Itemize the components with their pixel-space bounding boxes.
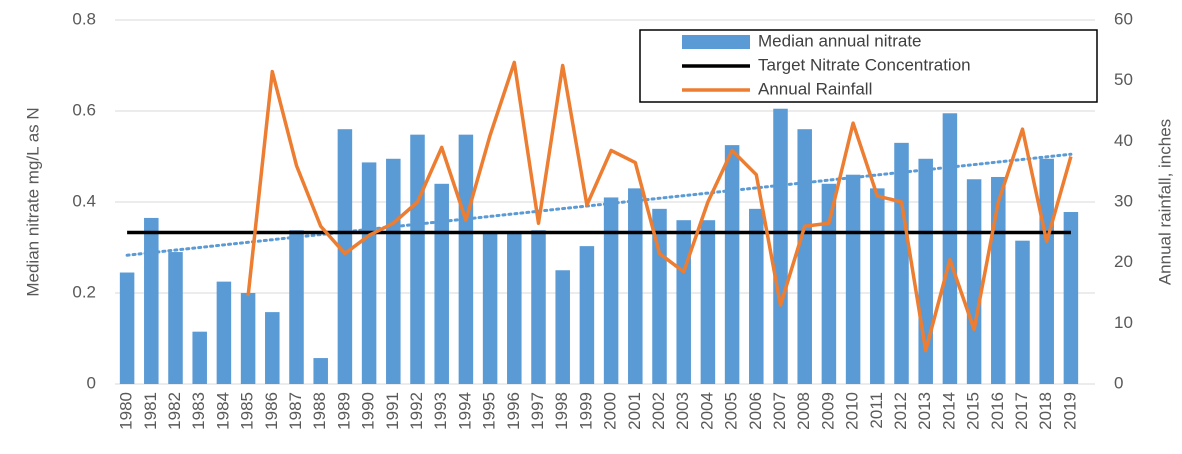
x-tick-label: 1989 [334,392,353,430]
y-tick-label: 0.2 [72,282,96,301]
bar [797,129,812,384]
y2-tick-label: 30 [1114,191,1133,210]
x-tick-label: 2013 [915,392,934,430]
bar [458,134,474,384]
x-tick-label: 2009 [818,392,837,430]
x-tick-label: 1993 [431,392,450,430]
bar [482,233,498,384]
x-tick-label: 1994 [455,392,474,430]
x-tick-label: 1988 [310,392,329,430]
bar [1039,158,1054,384]
legend-label: Median annual nitrate [758,31,922,50]
x-tick-label: 1995 [480,392,499,430]
y2-axis-title: Annual rainfall, inches [1155,119,1174,285]
bar [724,145,740,384]
x-tick-label: 2012 [891,392,910,430]
x-tick-label: 2007 [770,392,789,430]
x-tick-label: 2008 [794,392,813,430]
bar [1063,212,1079,384]
legend-label: Annual Rainfall [758,79,872,98]
bar [119,272,135,384]
y-tick-label: 0 [87,373,96,392]
bar [966,179,982,384]
x-tick-label: 2000 [601,392,620,430]
x-tick-label: 2006 [746,392,765,430]
bar [313,358,328,384]
bar [361,162,377,384]
x-tick-label: 2003 [673,392,692,430]
bar [289,230,304,384]
bar [192,331,207,384]
bar [1015,240,1030,384]
x-tick-label: 1999 [576,392,595,430]
bar [386,158,401,384]
bar [749,208,764,384]
y2-tick-label: 60 [1114,9,1133,28]
bar [555,270,570,384]
x-tick-label: 2011 [867,392,886,429]
y2-tick-label: 10 [1114,313,1133,332]
bar [168,252,183,384]
bar [410,134,425,384]
x-tick-label: 1980 [117,392,136,430]
y2-tick-label: 0 [1114,373,1123,392]
y-tick-label: 0.4 [72,191,96,210]
x-tick-label: 2015 [964,392,983,430]
bar [240,293,256,384]
x-tick-label: 1983 [189,392,208,430]
y2-tick-label: 40 [1114,131,1133,150]
bar [652,208,667,384]
x-tick-label: 2005 [722,392,741,430]
legend-label: Target Nitrate Concentration [758,55,971,74]
bar [216,281,232,384]
x-tick-label: 1997 [528,392,547,430]
bar [337,129,353,384]
x-tick-label: 1998 [552,392,571,430]
legend-swatch [682,35,750,49]
x-tick-label: 2016 [988,392,1007,430]
bar [894,142,909,384]
y-tick-label: 0.6 [72,100,96,119]
bar [531,230,546,384]
x-tick-label: 1984 [213,392,232,430]
x-tick-label: 1981 [141,392,160,430]
x-tick-label: 1996 [504,392,523,430]
x-tick-label: 2017 [1012,392,1031,430]
bar [434,183,449,384]
bar [845,174,861,384]
bar [144,217,159,384]
line-series [246,60,1073,353]
x-tick-label: 1990 [359,392,378,430]
bar [942,113,958,385]
y2-tick-label: 50 [1114,70,1133,89]
x-tick-label: 2014 [939,392,958,430]
y2-tick-label: 20 [1114,252,1133,271]
x-tick-label: 1982 [165,392,184,430]
x-tick-label: 1986 [262,392,281,430]
bar [507,233,522,384]
bar [773,108,788,384]
x-tick-label: 2001 [625,392,644,430]
bar [579,246,595,384]
bar [603,197,619,384]
x-tick-label: 2010 [843,392,862,430]
x-tick-label: 1985 [238,392,257,430]
x-tick-label: 1992 [407,392,426,430]
x-tick-label: 2019 [1060,392,1079,430]
x-tick-label: 2002 [649,392,668,430]
x-tick-label: 2004 [697,392,716,430]
y-axis-title: Median nitrate mg/L as N [23,107,42,296]
bar [628,188,643,384]
x-tick-label: 2018 [1036,392,1055,430]
bar [700,220,716,384]
y-tick-label: 0.8 [72,9,96,28]
bar [265,312,280,384]
x-tick-label: 1987 [286,392,305,430]
bar [821,183,837,384]
x-tick-label: 1991 [383,392,402,430]
bar [676,220,691,384]
trendline [125,152,1073,257]
bar [870,188,885,384]
